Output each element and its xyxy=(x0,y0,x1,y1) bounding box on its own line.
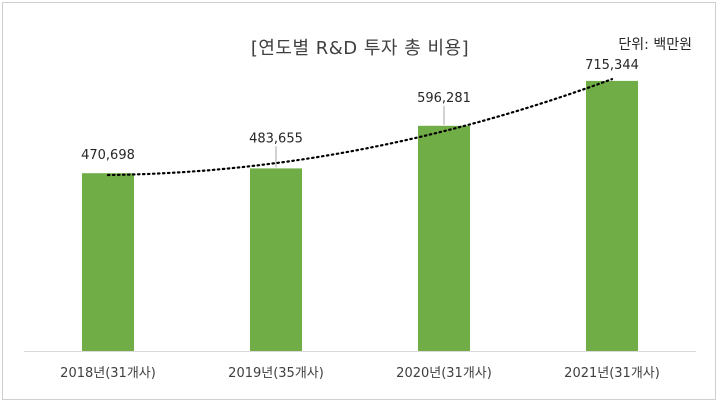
trendline xyxy=(106,78,614,177)
x-tick-label-4: 2021년(31개사) xyxy=(564,366,660,381)
bars xyxy=(82,80,638,352)
bar-2 xyxy=(250,168,302,351)
data-label-3: 596,281 xyxy=(417,91,471,106)
x-tick-label-1: 2018년(31개사) xyxy=(60,366,156,381)
data-label-1: 470,698 xyxy=(81,148,135,163)
x-tick-labels: 2018년(31개사) 2019년(35개사) 2020년(31개사) 2021년(3… xyxy=(60,366,660,381)
label-leader-lines xyxy=(275,105,445,168)
chart-title: [연도별 R&D 투자 총 비용] xyxy=(250,38,470,59)
x-tick-label-2: 2019년(35개사) xyxy=(228,366,324,381)
bar-1 xyxy=(82,173,134,351)
data-label-4: 715,344 xyxy=(585,58,639,73)
bar-4 xyxy=(586,80,638,352)
bar-3 xyxy=(418,125,470,351)
data-label-2: 483,655 xyxy=(249,131,303,146)
unit-label: 단위: 백만원 xyxy=(618,37,692,53)
data-labels: 470,698 483,655 596,281 715,344 xyxy=(81,58,639,163)
x-tick-label-3: 2020년(31개사) xyxy=(396,366,492,381)
